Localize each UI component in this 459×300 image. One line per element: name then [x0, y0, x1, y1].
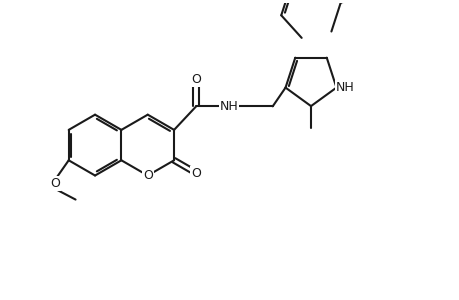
Text: O: O: [191, 167, 201, 180]
Text: NH: NH: [219, 100, 238, 113]
Text: O: O: [142, 169, 152, 182]
Text: O: O: [191, 73, 201, 86]
Text: NH: NH: [335, 81, 354, 94]
Text: O: O: [50, 177, 60, 190]
